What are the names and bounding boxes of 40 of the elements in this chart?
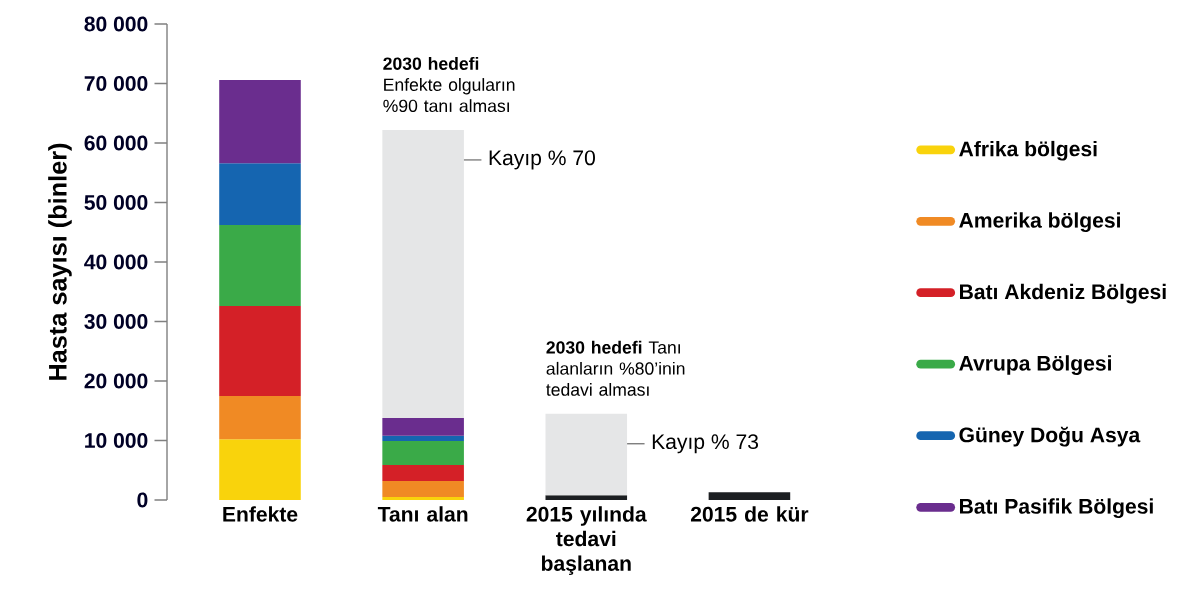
legend-label: Afrika bölgesi <box>959 140 1097 161</box>
bar <box>219 225 301 307</box>
bar <box>545 495 628 500</box>
legend-label: Avrupa Bölgesi <box>959 355 1111 375</box>
annotation: Kayıp % 70 <box>489 150 595 170</box>
bar <box>708 492 791 500</box>
bar <box>382 435 464 442</box>
y-tick-label: 20 000 <box>84 373 148 389</box>
bar <box>382 480 464 498</box>
y-tick-label: 70 000 <box>84 76 148 91</box>
bar <box>219 395 301 440</box>
bar <box>382 464 464 481</box>
bar <box>382 441 464 465</box>
y-axis-title: Hasta sayısı (binler) <box>48 143 72 380</box>
bar <box>219 306 301 396</box>
bar <box>219 439 301 500</box>
y-tick-label: 10 000 <box>85 433 148 448</box>
annotation: Kayıp % 73 <box>652 434 759 454</box>
x-tick-label: 2015 yılında tedavi başlanan <box>526 506 647 576</box>
bar <box>382 129 464 418</box>
y-tick-label: 40 000 <box>84 254 148 270</box>
annotation: 2030 hedefi Tanı alanların %80’inin tedavi alması <box>546 340 685 396</box>
legend-label: Batı Akdeniz Bölgesi <box>960 283 1166 304</box>
bar <box>545 413 628 496</box>
annotation: 2030 hedefi Enfekte olguların %90 tanı alması <box>383 56 515 113</box>
legend-label: Güney Doğu Asya <box>959 426 1141 447</box>
y-tick-label: 0 <box>137 492 148 508</box>
y-tick-label: 60 000 <box>84 135 148 151</box>
legend-label: Amerika bölgesi <box>959 212 1120 233</box>
bar <box>382 497 464 500</box>
x-tick-label: Tanı alan <box>377 506 468 522</box>
legend-label: Batı Pasifik Bölgesi <box>960 498 1153 519</box>
x-tick-label: 2015 de kür <box>690 506 809 522</box>
x-tick-label: Enfekte <box>223 506 298 522</box>
bar <box>219 163 301 226</box>
bar <box>382 417 464 436</box>
y-tick-label: 50 000 <box>84 195 148 210</box>
y-tick-label: 30 000 <box>84 314 148 329</box>
bar <box>219 79 301 164</box>
y-tick-label: 80 000 <box>84 16 148 32</box>
